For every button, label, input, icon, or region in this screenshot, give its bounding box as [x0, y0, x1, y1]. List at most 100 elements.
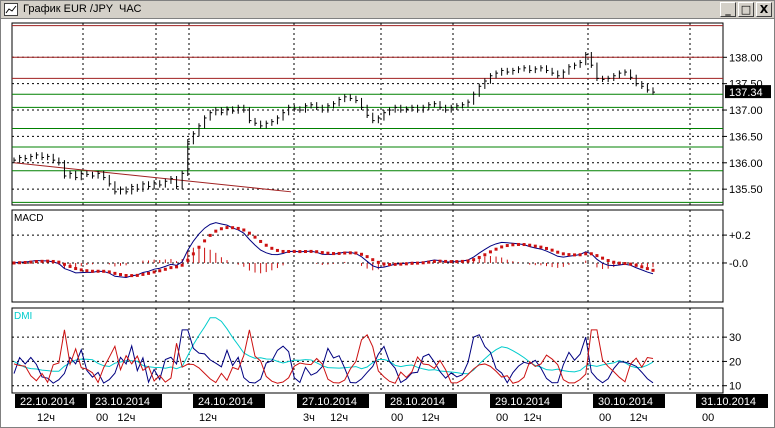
- date-label: 29.10.2014: [495, 396, 550, 408]
- price-axis-label: 135.50: [729, 184, 763, 196]
- macd-signal-point: [57, 260, 61, 264]
- macd-signal-point: [494, 247, 498, 251]
- minimize-button[interactable]: _: [720, 2, 736, 17]
- macd-signal-point: [141, 272, 145, 276]
- hour-label: 12ч: [37, 412, 55, 424]
- date-label-box: [593, 394, 665, 408]
- macd-signal-point: [472, 258, 476, 262]
- macd-signal-point: [74, 267, 78, 271]
- macd-signal-point: [516, 242, 520, 246]
- hour-label: 12ч: [199, 412, 217, 424]
- dmi-axis-label: 30: [729, 332, 741, 344]
- adx-line: [13, 317, 654, 375]
- macd-signal-point: [651, 268, 655, 272]
- plus-di-line: [13, 329, 654, 384]
- macd-signal-point: [460, 259, 464, 263]
- macd-signal-point: [303, 250, 307, 254]
- macd-signal-point: [18, 261, 22, 265]
- close-button[interactable]: X: [756, 2, 772, 17]
- macd-signal-point: [147, 271, 151, 275]
- macd-signal-point: [219, 227, 223, 231]
- date-label: 28.10.2014: [390, 396, 445, 408]
- macd-signal-point: [320, 251, 324, 255]
- macd-signal-point: [432, 259, 436, 263]
- macd-signal-point: [550, 248, 554, 252]
- macd-signal-point: [376, 260, 380, 264]
- macd-signal-point: [231, 226, 235, 230]
- hour-label: 00 12ч: [496, 412, 541, 424]
- date-label-box: [297, 394, 369, 408]
- macd-signal-point: [371, 258, 375, 262]
- macd-signal-point: [326, 251, 330, 255]
- macd-signal-point: [556, 250, 560, 254]
- macd-axis-label: +0.2: [729, 230, 751, 242]
- macd-signal-point: [236, 226, 240, 230]
- macd-signal-point: [191, 252, 195, 256]
- macd-signal-point: [96, 269, 100, 273]
- title-bar[interactable]: График EUR /JPY ЧАС _ □ X: [1, 1, 774, 19]
- dmi-axis-label: 10: [729, 381, 741, 393]
- macd-signal-point: [203, 239, 207, 243]
- chart-app-icon: [4, 3, 18, 16]
- macd-signal-point: [567, 253, 571, 257]
- macd-signal-point: [399, 262, 403, 266]
- dmi-frame: [11, 307, 724, 394]
- dmi-panel: 30 20 10 DMI: [11, 307, 741, 394]
- macd-signal-point: [645, 267, 649, 271]
- macd-signal-point: [623, 262, 627, 266]
- macd-signal-point: [455, 260, 459, 264]
- macd-signal-point: [421, 261, 425, 265]
- macd-signal-point: [595, 254, 599, 258]
- macd-signal-point: [606, 259, 610, 263]
- macd-signal-point: [247, 231, 251, 235]
- current-price-box: [725, 85, 771, 99]
- macd-signal-point: [410, 261, 414, 265]
- macd-signal-point: [573, 253, 577, 257]
- date-label-box: [90, 394, 162, 408]
- macd-signal-point: [343, 251, 347, 255]
- current-price-label: 137.34: [729, 87, 763, 99]
- macd-signal-point: [264, 243, 268, 247]
- macd-signal-point: [332, 252, 335, 256]
- macd-signal-point: [438, 259, 442, 263]
- macd-signal-point: [500, 245, 504, 249]
- macd-signal-point: [12, 261, 16, 265]
- macd-panel: +0.2 -0.0 MACD: [11, 209, 751, 303]
- macd-signal-point: [427, 260, 431, 264]
- macd-signal-point: [169, 266, 173, 270]
- macd-signal-point: [225, 226, 229, 230]
- macd-signal-point: [79, 268, 83, 272]
- hour-label: 00 12ч: [391, 412, 440, 424]
- macd-signal-point: [298, 250, 302, 254]
- macd-signal-point: [287, 249, 291, 253]
- macd-signal-point: [640, 265, 644, 269]
- macd-signal-point: [292, 249, 296, 253]
- macd-signal-point: [152, 270, 156, 274]
- macd-signal-point: [388, 263, 392, 267]
- price-axis-label: 138.00: [729, 52, 763, 64]
- macd-signal-point: [23, 260, 27, 264]
- macd-signal-point: [634, 263, 638, 267]
- date-label: 31.10.2014: [701, 396, 756, 408]
- macd-signal-point: [578, 253, 582, 257]
- macd-signal-point: [275, 248, 279, 252]
- macd-signal-point: [124, 274, 128, 278]
- date-label: 22.10.2014: [20, 396, 75, 408]
- chart-canvas[interactable]: 138.00137.50137.00136.50136.00135.50137.…: [1, 19, 774, 428]
- macd-signal-point: [315, 250, 319, 254]
- macd-signal-point: [259, 239, 263, 243]
- macd-signal-point: [186, 258, 190, 262]
- macd-signal-point: [584, 252, 588, 256]
- date-label: 23.10.2014: [95, 396, 150, 408]
- maximize-button[interactable]: □: [738, 2, 754, 17]
- macd-signal-point: [208, 233, 212, 237]
- macd-signal-point: [382, 262, 386, 266]
- macd-signal-point: [348, 251, 352, 255]
- macd-signal-point: [175, 265, 179, 269]
- date-label-box: [490, 394, 562, 408]
- macd-signal-point: [62, 262, 66, 266]
- hour-label: 00: [702, 412, 714, 424]
- macd-signal-point: [85, 269, 89, 273]
- date-label-box: [193, 394, 265, 408]
